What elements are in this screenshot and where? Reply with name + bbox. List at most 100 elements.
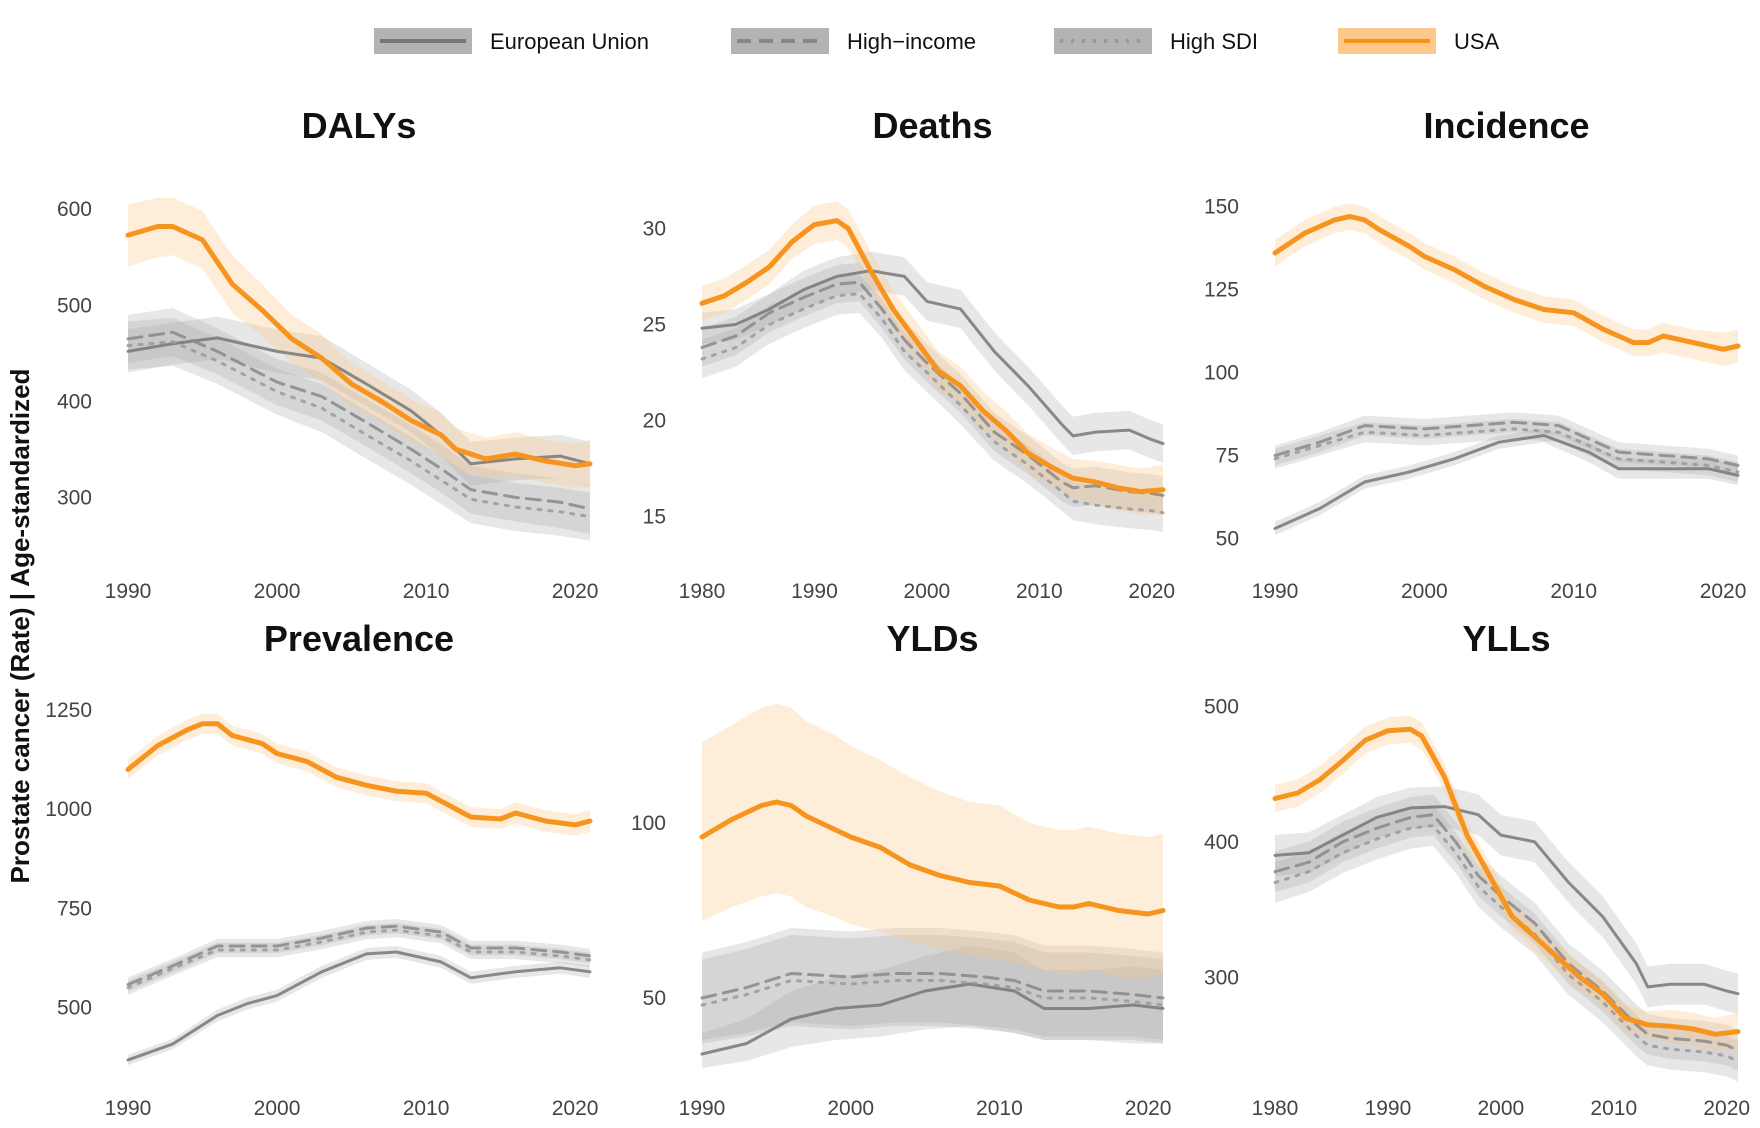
panel-dalys: DALYs 300 400 500 600 1990 2000 2010 2020	[57, 105, 599, 603]
y-tick-label: 100	[631, 812, 666, 835]
x-tick-label: 1980	[1252, 1097, 1299, 1120]
series-line-high-income	[700, 972, 1165, 1000]
panel-title: YLDs	[886, 618, 978, 659]
y-tick-label: 500	[1204, 695, 1239, 718]
uncertainty-band-usa	[128, 197, 590, 488]
series-line-high-sdi	[126, 340, 592, 519]
series-line-european-union	[700, 982, 1165, 1056]
chart-panels: DALYs 300 400 500 600 1990 2000 2010 2020 Deaths 1…	[45, 105, 1750, 1120]
series-line-high-income	[1273, 420, 1740, 467]
x-tick-label: 1990	[1252, 580, 1299, 603]
series-line-european-union	[700, 269, 1165, 446]
series-line-high-sdi	[700, 292, 1165, 515]
x-tick-label: 2010	[403, 1097, 450, 1120]
uncertainty-band-usa	[702, 704, 1163, 977]
y-tick-label: 20	[643, 410, 666, 433]
uncertainty-band-european-union	[702, 945, 1163, 1068]
legend-swatch-band	[1054, 28, 1152, 54]
series-line-usa	[125, 224, 593, 469]
series-line-usa	[699, 799, 1166, 917]
y-tick-label: 300	[57, 486, 92, 509]
x-tick-label: 1990	[791, 580, 838, 603]
uncertainty-band-high-income	[128, 919, 590, 992]
y-tick-label: 75	[1216, 444, 1239, 467]
x-tick-label: 2020	[552, 580, 599, 603]
x-tick-label: 1990	[105, 1097, 152, 1120]
panel-ylls: YLLs 300 400 500 1980 1990 2000 2010 2020	[1204, 618, 1750, 1120]
series-line-high-income	[126, 330, 592, 511]
y-tick-label: 750	[57, 897, 92, 920]
y-tick-label: 500	[57, 294, 92, 317]
y-tick-label: 125	[1204, 279, 1239, 302]
uncertainty-band-usa	[702, 201, 1163, 515]
legend-label: European Union	[490, 29, 649, 54]
x-tick-label: 2000	[827, 1097, 874, 1120]
series-line-usa	[1272, 726, 1741, 1037]
series-line-high-sdi	[700, 979, 1165, 1007]
uncertainty-band-high-sdi	[1275, 419, 1738, 482]
uncertainty-band-usa	[1275, 715, 1738, 1051]
legend-item-european-union: European Union	[374, 28, 649, 54]
x-tick-label: 2000	[1401, 580, 1448, 603]
x-tick-label: 2010	[403, 580, 450, 603]
panel-title: YLLs	[1462, 618, 1550, 659]
x-tick-label: 2020	[1703, 1097, 1750, 1120]
uncertainty-band-european-union	[128, 946, 590, 1066]
series-line-european-union	[126, 336, 592, 466]
x-tick-label: 2000	[904, 580, 951, 603]
x-tick-label: 2020	[552, 1097, 599, 1120]
series-line-high-sdi	[126, 928, 592, 990]
legend: European Union High−income High SDI USA	[374, 28, 1500, 54]
panel-title: Incidence	[1423, 105, 1589, 146]
x-tick-label: 1990	[1365, 1097, 1412, 1120]
y-tick-label: 50	[1216, 527, 1239, 550]
y-tick-label: 100	[1204, 362, 1239, 385]
uncertainty-band-usa	[128, 713, 590, 836]
y-tick-label: 300	[1204, 966, 1239, 989]
x-tick-label: 2020	[1128, 580, 1175, 603]
panel-incidence: Incidence 50 75 100 125 150 1990 2000 2010 2020	[1204, 105, 1746, 603]
uncertainty-band-high-sdi	[128, 923, 590, 995]
legend-label: USA	[1454, 29, 1500, 54]
y-tick-label: 400	[57, 390, 92, 413]
uncertainty-band-european-union	[128, 316, 590, 486]
legend-item-high-sdi: High SDI	[1054, 28, 1258, 54]
y-tick-label: 1250	[45, 699, 92, 722]
x-tick-label: 2020	[1700, 580, 1747, 603]
x-tick-label: 2000	[254, 580, 301, 603]
x-tick-label: 1980	[679, 580, 726, 603]
y-tick-label: 150	[1204, 196, 1239, 219]
legend-label: High−income	[847, 29, 976, 54]
legend-item-high-income: High−income	[731, 28, 976, 54]
panel-prevalence: Prevalence 500 750 1000 1250 1990 2000 2010 2020	[45, 618, 598, 1120]
x-tick-label: 2000	[254, 1097, 301, 1120]
y-tick-label: 1000	[45, 798, 92, 821]
series-line-high-sdi	[1273, 427, 1740, 474]
y-axis-label: Prostate cancer (Rate) | Age-standardize…	[5, 369, 35, 884]
legend-label: High SDI	[1170, 29, 1258, 54]
y-tick-label: 600	[57, 198, 92, 221]
uncertainty-band-high-income	[702, 263, 1163, 515]
x-tick-label: 2020	[1125, 1097, 1172, 1120]
series-line-european-union	[126, 950, 592, 1062]
y-tick-label: 50	[643, 987, 666, 1010]
y-tick-label: 15	[643, 506, 666, 529]
panel-title: Deaths	[872, 105, 992, 146]
y-tick-label: 500	[57, 997, 92, 1020]
legend-item-usa: USA	[1338, 28, 1500, 54]
panel-title: DALYs	[302, 105, 417, 146]
panel-deaths: Deaths 15 20 25 30 1980 1990 2000 2010 2020	[643, 105, 1175, 603]
series-line-high-income	[126, 924, 592, 986]
series-line-usa	[1272, 214, 1741, 352]
series-line-usa	[125, 721, 593, 828]
y-tick-label: 30	[643, 217, 666, 240]
series-line-european-union	[1273, 434, 1740, 530]
series-line-high-income	[1273, 813, 1740, 1053]
series-line-usa	[699, 218, 1166, 495]
series-line-high-income	[700, 280, 1165, 497]
panel-ylds: YLDs 50 100 1990 2000 2010 2020	[631, 618, 1172, 1120]
uncertainty-band-high-income	[1275, 794, 1738, 1071]
x-tick-label: 2010	[1016, 580, 1063, 603]
x-tick-label: 1990	[679, 1097, 726, 1120]
